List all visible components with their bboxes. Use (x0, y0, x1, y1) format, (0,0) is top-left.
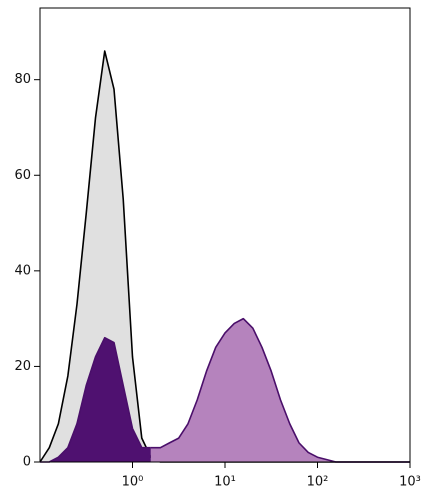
x-tick-label: 10³ (399, 475, 421, 490)
x-tick-label: 10¹ (214, 475, 236, 490)
y-tick-label: 0 (23, 455, 31, 470)
x-tick-label: 10⁰ (122, 475, 144, 490)
x-tick-label: 10² (307, 475, 329, 490)
y-tick-label: 80 (14, 72, 31, 87)
y-tick-label: 40 (14, 263, 31, 278)
histogram-fill (40, 337, 151, 462)
histogram-fill (150, 318, 410, 462)
histogram-outline (40, 336, 151, 463)
y-tick-label: 60 (14, 168, 31, 183)
y-tick-label: 20 (14, 359, 31, 374)
plot-frame (39, 7, 411, 463)
